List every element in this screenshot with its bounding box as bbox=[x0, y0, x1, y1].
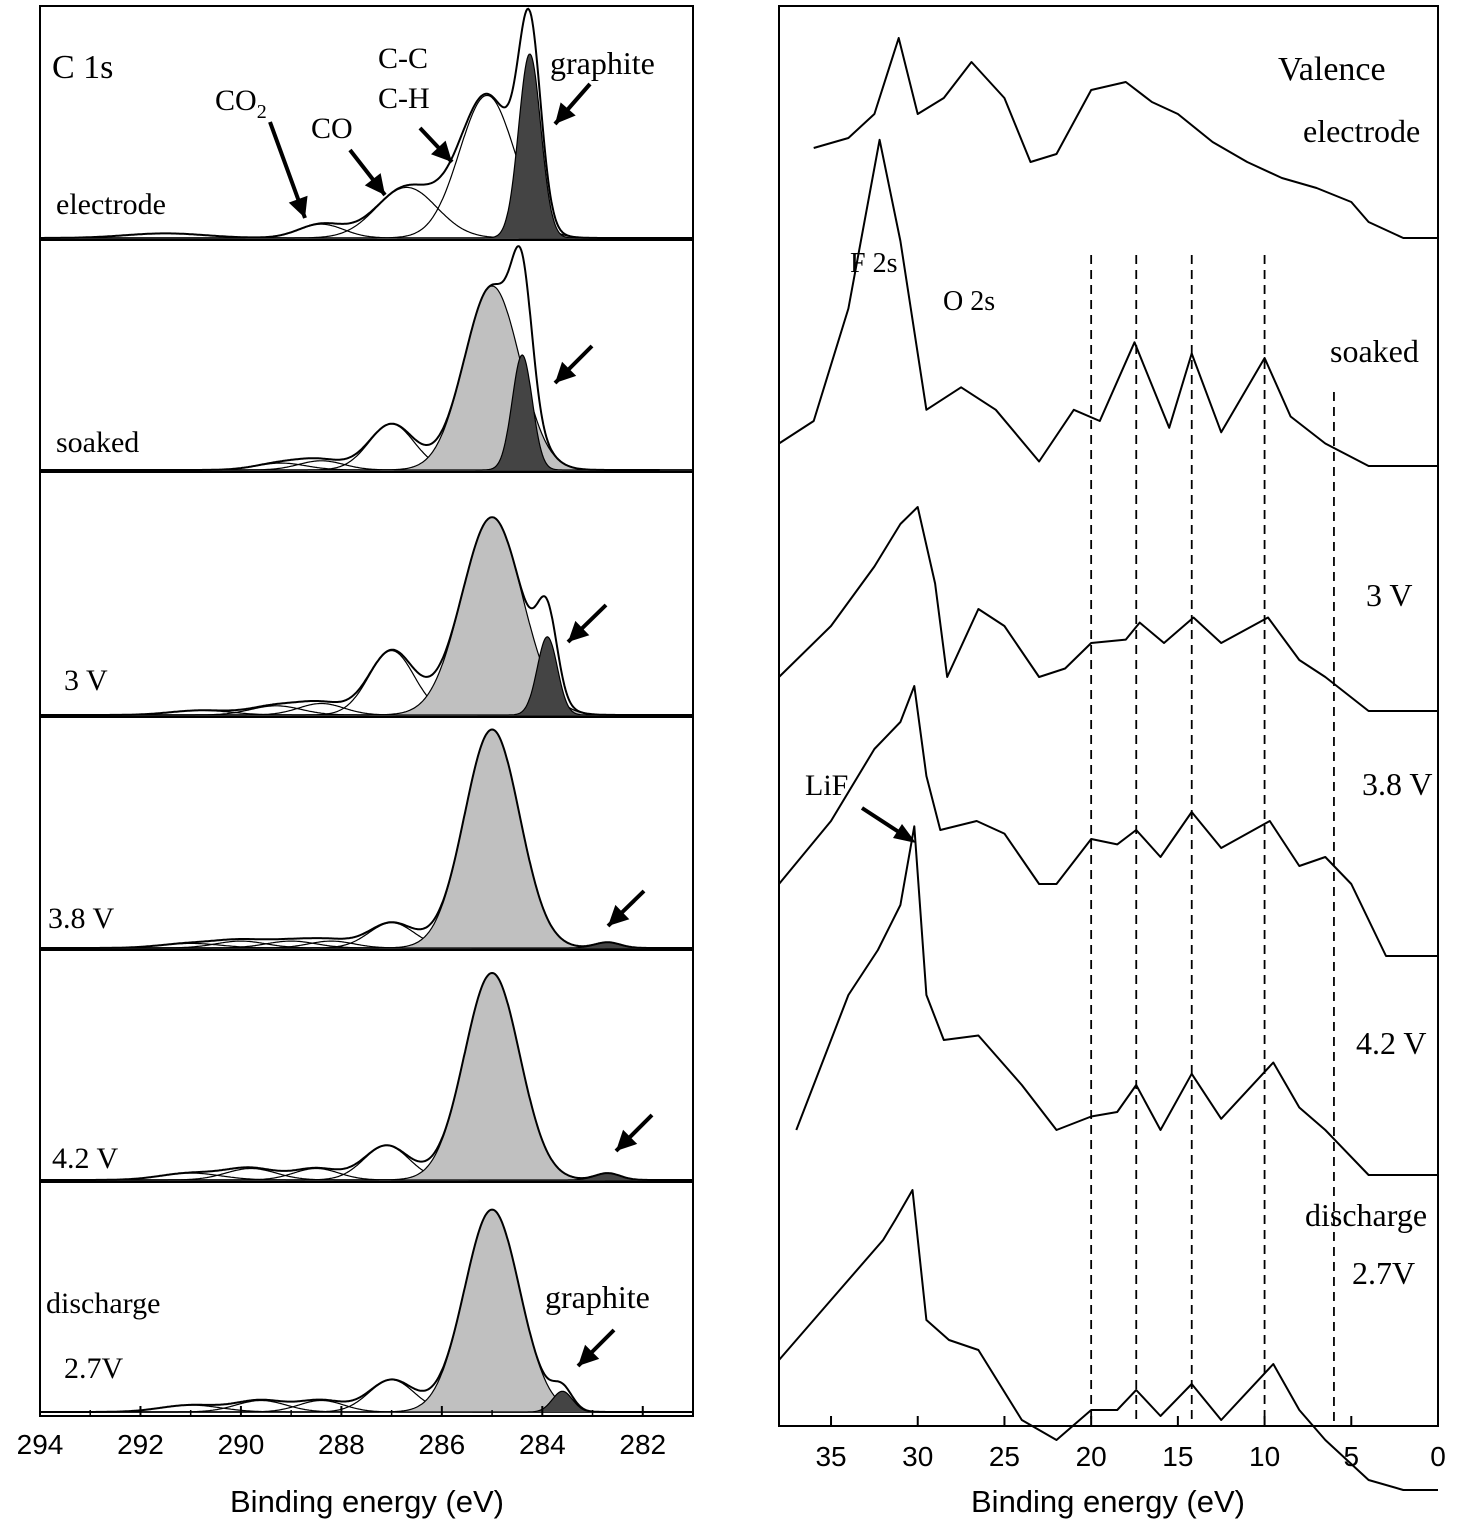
c1s-tick-label-1: 292 bbox=[117, 1429, 164, 1460]
c1s-component-fill-4-5 bbox=[40, 1173, 693, 1180]
label-discharge-left: discharge bbox=[46, 1287, 160, 1320]
c1s-arrow-head-1 bbox=[364, 173, 385, 195]
c1s-component-2-5 bbox=[40, 636, 693, 716]
label-38v-left: 3.8 V bbox=[48, 902, 114, 935]
left-xlabel: Binding energy (eV) bbox=[230, 1484, 504, 1519]
lif-arrow-head bbox=[893, 824, 916, 843]
c1s-component-fill-3-6 bbox=[40, 942, 693, 948]
c1s-frame bbox=[39, 5, 694, 1417]
c1s-envelope-5 bbox=[40, 1208, 693, 1413]
c1s-component-1-1 bbox=[40, 460, 693, 471]
c1s-panel-label: C 1s bbox=[52, 49, 113, 86]
label-3v-left: 3 V bbox=[64, 664, 108, 697]
valence-tick-label-0: 35 bbox=[815, 1441, 846, 1472]
c1s-tick-label-6: 282 bbox=[619, 1429, 666, 1460]
c1s-component-fill-4-4 bbox=[40, 973, 693, 1180]
c1s-component-2-2 bbox=[40, 702, 693, 716]
valence-tick-label-3: 20 bbox=[1076, 1441, 1107, 1472]
label-electrode-left: electrode bbox=[56, 188, 166, 221]
c1s-arrow-head-0 bbox=[288, 195, 308, 218]
c1s-envelope-3 bbox=[40, 728, 693, 949]
annotation-o2s: O 2s bbox=[943, 286, 995, 317]
c1s-arrow-head-3 bbox=[555, 102, 576, 124]
c1s-component-fill-2-4 bbox=[40, 517, 693, 715]
valence-series-5 bbox=[778, 1189, 1438, 1491]
c1s-component-4-4 bbox=[40, 972, 693, 1181]
annotation-lif: LiF bbox=[805, 769, 848, 802]
annotation-graphite-top: graphite bbox=[550, 45, 655, 81]
annotation-ch: C-H bbox=[378, 82, 430, 115]
c1s-arrow-head-2 bbox=[431, 140, 452, 162]
c1s-component-5-3 bbox=[40, 1379, 693, 1413]
valence-series-0 bbox=[813, 37, 1438, 239]
c1s-envelope-2 bbox=[40, 516, 693, 716]
label-electrode-right: electrode bbox=[1303, 113, 1420, 149]
valence-tick-label-2: 25 bbox=[989, 1441, 1020, 1472]
valence-frame bbox=[778, 5, 1439, 1427]
c1s-component-2-3 bbox=[40, 649, 693, 716]
c1s-arrow-head-5 bbox=[568, 620, 590, 642]
c1s-arrow-head-4 bbox=[555, 361, 577, 383]
label-42v-left: 4.2 V bbox=[52, 1142, 118, 1175]
valence-panel: 35 30 25 20 15 10 5 0 bbox=[778, 5, 1446, 1491]
c1s-component-0-1 bbox=[40, 223, 693, 239]
c1s-tick-label-3: 288 bbox=[318, 1429, 365, 1460]
valence-series-3 bbox=[778, 685, 1438, 957]
label-27v-left: 2.7V bbox=[64, 1352, 124, 1385]
valence-tick-label-5: 10 bbox=[1249, 1441, 1280, 1472]
annotation-f2s: F 2s bbox=[850, 248, 897, 279]
c1s-envelope-4 bbox=[40, 971, 693, 1181]
valence-tick-label-6: 5 bbox=[1344, 1441, 1360, 1472]
valence-series-2 bbox=[778, 506, 1438, 712]
valence-panel-label: Valence bbox=[1278, 51, 1386, 88]
c1s-arrow-head-7 bbox=[616, 1129, 638, 1151]
label-soaked-right: soaked bbox=[1330, 333, 1419, 369]
c1s-tick-label-0: 294 bbox=[17, 1429, 64, 1460]
valence-tick-label-1: 30 bbox=[902, 1441, 933, 1472]
label-38v-right: 3.8 V bbox=[1362, 766, 1433, 802]
label-3v-right: 3 V bbox=[1366, 577, 1413, 613]
valence-series-1 bbox=[778, 138, 1438, 467]
c1s-component-fill-2-5 bbox=[40, 636, 693, 715]
label-27v-right: 2.7V bbox=[1352, 1255, 1415, 1291]
c1s-arrow-head-8 bbox=[578, 1344, 600, 1366]
annotation-co2-subscript: 2 bbox=[257, 101, 267, 123]
c1s-tick-label-2: 290 bbox=[218, 1429, 265, 1460]
valence-series-4 bbox=[795, 825, 1438, 1176]
valence-tick-label-7: 0 bbox=[1430, 1441, 1446, 1472]
annotation-cc: C-C bbox=[378, 42, 428, 75]
label-soaked-left: soaked bbox=[56, 426, 139, 459]
valence-tick-label-4: 15 bbox=[1162, 1441, 1193, 1472]
right-xlabel: Binding energy (eV) bbox=[971, 1484, 1245, 1519]
label-42v-right: 4.2 V bbox=[1356, 1025, 1427, 1061]
c1s-arrow-head-6 bbox=[608, 904, 630, 926]
label-discharge-right: discharge bbox=[1305, 1197, 1427, 1233]
c1s-envelope-0 bbox=[40, 7, 693, 239]
annotation-co2-base: CO bbox=[215, 84, 257, 117]
annotation-graphite-bottom: graphite bbox=[545, 1279, 650, 1315]
c1s-component-fill-0-4 bbox=[40, 54, 693, 239]
c1s-tick-label-4: 286 bbox=[418, 1429, 465, 1460]
annotation-co: CO bbox=[311, 112, 353, 145]
c1s-tick-label-5: 284 bbox=[519, 1429, 566, 1460]
c1s-panel: 294 292 290 288 286 284 282 bbox=[17, 5, 694, 1460]
c1s-component-fill-3-5 bbox=[40, 729, 693, 948]
c1s-component-fill-5-5 bbox=[40, 1391, 693, 1412]
c1s-component-3-5 bbox=[40, 728, 693, 949]
annotation-co2: CO2 bbox=[215, 84, 267, 123]
c1s-component-fill-5-4 bbox=[40, 1209, 693, 1412]
c1s-envelope-1 bbox=[40, 245, 660, 471]
